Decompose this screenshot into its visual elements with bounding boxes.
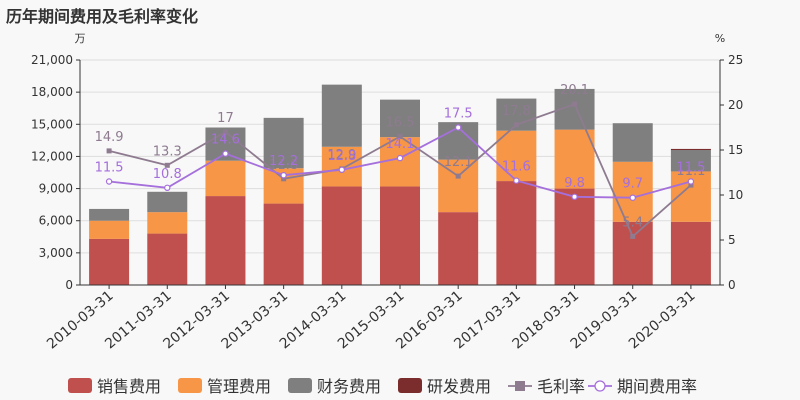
bar-segment bbox=[147, 233, 188, 285]
y-right-tick-label: 0 bbox=[728, 278, 736, 292]
legend-label: 期间费用率 bbox=[617, 377, 697, 396]
y-left-tick-label: 9,000 bbox=[39, 182, 73, 196]
bar-segment bbox=[89, 208, 130, 221]
data-label: 11.1 bbox=[676, 164, 705, 179]
data-label: 17.8 bbox=[502, 104, 531, 119]
bar-segment bbox=[263, 203, 304, 285]
y-left-tick-label: 6,000 bbox=[39, 214, 73, 228]
y-left-tick-label: 12,000 bbox=[31, 149, 73, 163]
line-point bbox=[105, 178, 113, 185]
legend-label: 研发费用 bbox=[427, 377, 491, 396]
data-label: 11.5 bbox=[676, 161, 705, 176]
y-left-tick-label: 15,000 bbox=[31, 117, 73, 131]
bar-segment bbox=[380, 186, 420, 285]
line-point bbox=[222, 129, 228, 135]
line-point bbox=[164, 184, 171, 191]
data-label: 11.8 bbox=[269, 158, 298, 173]
data-label: 11.5 bbox=[95, 161, 124, 176]
y-left-tick-label: 3,000 bbox=[39, 246, 73, 260]
line-point bbox=[106, 148, 112, 154]
data-label: 9.8 bbox=[564, 176, 585, 191]
data-label: 9.7 bbox=[622, 177, 643, 192]
data-label: 12.2 bbox=[269, 154, 298, 169]
data-label: 14.9 bbox=[95, 130, 124, 145]
bar-segment bbox=[612, 123, 653, 162]
bar-segment bbox=[438, 212, 479, 285]
data-label: 12.1 bbox=[444, 155, 473, 170]
legend-label: 毛利率 bbox=[537, 377, 585, 396]
line-point bbox=[687, 178, 695, 185]
y-right-tick-label: 10 bbox=[728, 188, 743, 202]
bar-segment bbox=[670, 150, 711, 172]
bar-segment bbox=[147, 191, 188, 213]
data-label: 16.5 bbox=[386, 116, 415, 131]
data-label: 14.1 bbox=[386, 137, 415, 152]
bar-segment bbox=[205, 196, 246, 285]
right-axis-unit: % bbox=[715, 32, 725, 45]
y-right-tick-label: 15 bbox=[728, 143, 743, 157]
y-right-tick-label: 25 bbox=[728, 53, 743, 67]
legend-label: 销售费用 bbox=[97, 377, 161, 396]
line-point bbox=[222, 150, 229, 157]
line-point bbox=[280, 171, 287, 179]
data-label: 13.3 bbox=[153, 144, 182, 159]
line-point bbox=[688, 182, 694, 188]
y-right-tick-label: 5 bbox=[728, 233, 736, 247]
data-label: 12.9 bbox=[327, 148, 356, 163]
data-label: 17.5 bbox=[444, 107, 473, 122]
y-left-tick-label: 0 bbox=[65, 278, 73, 292]
bar-segment bbox=[380, 99, 420, 138]
data-label: 20.1 bbox=[560, 83, 589, 98]
line-point bbox=[397, 134, 403, 139]
data-label: 11.6 bbox=[502, 160, 531, 175]
line-point bbox=[281, 176, 287, 182]
bar-segment bbox=[263, 117, 304, 169]
legend-label: 财务费用 bbox=[317, 377, 381, 396]
bar-segment bbox=[438, 159, 479, 213]
legend-swatch bbox=[178, 378, 202, 393]
bar-segment bbox=[321, 84, 362, 147]
bar-segment bbox=[554, 129, 595, 189]
data-label: 17 bbox=[217, 111, 234, 126]
bar-segment bbox=[612, 161, 653, 222]
legend-marker bbox=[594, 380, 606, 392]
line-point bbox=[338, 166, 346, 173]
y-left-tick-label: 18,000 bbox=[31, 85, 73, 99]
bar-segment bbox=[670, 221, 711, 285]
legend-swatch bbox=[398, 378, 422, 393]
bar-segment bbox=[147, 212, 188, 234]
bar-segment bbox=[670, 148, 711, 150]
y-left-tick-label: 21,000 bbox=[31, 53, 73, 67]
data-label: 5.4 bbox=[622, 215, 643, 230]
line-point bbox=[454, 124, 462, 131]
legend-label: 管理费用 bbox=[207, 377, 271, 396]
line-point bbox=[164, 162, 170, 168]
bar-segment bbox=[554, 188, 595, 285]
legend-marker bbox=[515, 381, 525, 391]
bar-segment bbox=[612, 221, 653, 285]
line-point bbox=[630, 233, 636, 239]
y-right-tick-label: 20 bbox=[728, 98, 743, 112]
bar-segment bbox=[321, 186, 362, 285]
line-point bbox=[513, 177, 520, 184]
line-point bbox=[571, 193, 578, 200]
data-label: 14.6 bbox=[211, 133, 240, 148]
data-label: 10.8 bbox=[153, 167, 182, 182]
line-point bbox=[396, 154, 404, 162]
legend-swatch bbox=[68, 378, 92, 393]
chart-title: 历年期间费用及毛利率变化 bbox=[6, 7, 199, 26]
bar-segment bbox=[205, 160, 246, 197]
legend-swatch bbox=[288, 378, 312, 393]
line-point bbox=[455, 173, 461, 179]
line-point bbox=[629, 194, 636, 201]
bar-segment bbox=[496, 130, 537, 182]
data-label: 12.8 bbox=[327, 149, 356, 164]
line-point bbox=[572, 101, 578, 107]
bar-segment bbox=[89, 220, 130, 239]
bar-segment bbox=[496, 181, 537, 285]
left-axis-unit: 万 bbox=[75, 32, 86, 45]
line-point bbox=[513, 122, 519, 128]
bar-segment bbox=[89, 238, 130, 285]
